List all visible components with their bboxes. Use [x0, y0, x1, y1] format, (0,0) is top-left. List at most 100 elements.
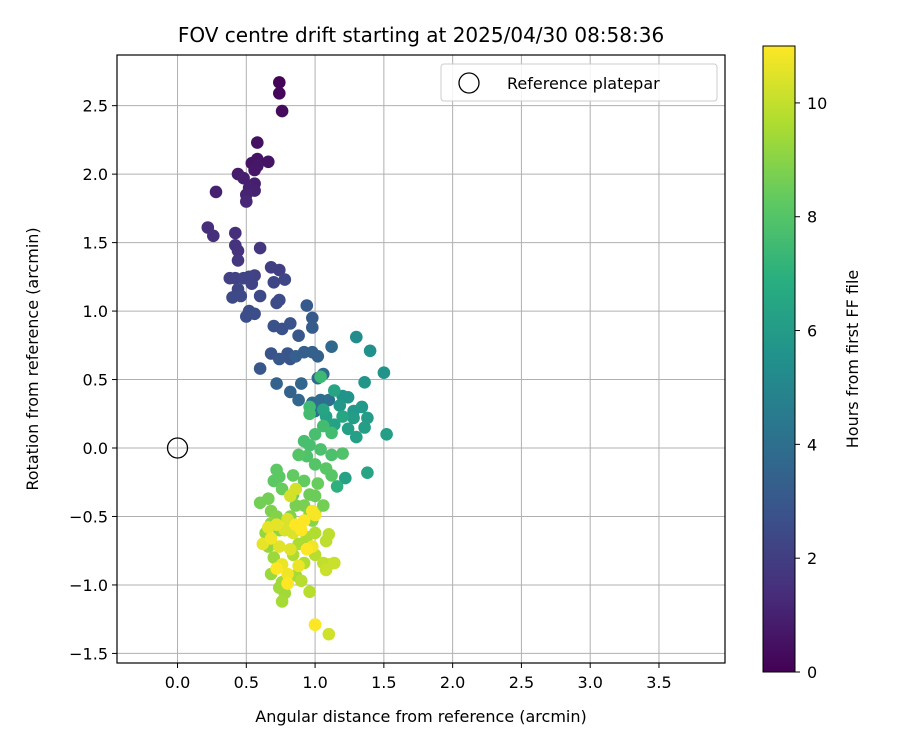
plot-frame [116, 54, 726, 664]
scatter-point [278, 273, 292, 286]
scatter-point [295, 377, 308, 390]
y-tick-label: −1.0 [69, 576, 108, 595]
scatter-point [308, 526, 322, 540]
scatter-point [267, 551, 281, 564]
scatter-point [284, 317, 297, 330]
scatter-point [267, 276, 281, 289]
y-tick-label: 0.0 [83, 439, 108, 458]
scatter-point [273, 87, 286, 100]
scatter-point [253, 241, 267, 255]
scatter-point [336, 447, 349, 460]
scatter-point [330, 480, 344, 493]
scatter-point [281, 567, 294, 581]
scatter-point [325, 426, 338, 440]
x-tick-label: 2.5 [509, 673, 534, 692]
scatter-point [275, 595, 289, 608]
x-tick-label: 2.0 [440, 673, 465, 692]
y-tick-label: 2.0 [83, 165, 108, 184]
scatter-point [322, 528, 336, 541]
scatter-point [303, 585, 316, 599]
scatter-point [270, 377, 283, 390]
y-axis-label: Rotation from reference (arcmin) [23, 227, 42, 490]
scatter-point [281, 577, 294, 590]
scatter-point [273, 352, 286, 366]
scatter-point [325, 340, 338, 354]
scatter-point [295, 574, 308, 588]
colorbar-ticks: 0 2 4 6 8 10 [795, 94, 827, 682]
y-tick-label: −0.5 [69, 507, 108, 526]
scatter-point [350, 430, 363, 444]
legend-box [440, 63, 718, 102]
scatter-point [292, 448, 305, 462]
y-tick-label: 1.0 [83, 302, 108, 321]
scatter-point [314, 370, 327, 384]
scatter-point [355, 400, 369, 414]
scatter-point [253, 496, 267, 510]
scatter-point [325, 469, 338, 482]
legend: Reference platepar [440, 63, 718, 102]
scatter-point [322, 393, 336, 407]
reference-platepar-marker [166, 437, 189, 459]
scatter-point [250, 159, 264, 173]
data-points [201, 76, 393, 641]
scatter-point [339, 471, 352, 485]
colorbar-tick-label: 10 [807, 94, 827, 113]
y-tick-label: 2.5 [83, 97, 108, 116]
scatter-point [273, 540, 286, 553]
colorbar-tick-label: 2 [807, 549, 817, 568]
scatter-point [237, 171, 250, 185]
colorbar: 0 2 4 6 8 10 Hours from first FF file [762, 45, 862, 682]
scatter-point [253, 289, 267, 303]
scatter-point [300, 299, 314, 312]
scatter-point [333, 399, 347, 412]
scatter-point [361, 466, 374, 480]
colorbar-tick-label: 4 [807, 435, 817, 454]
scatter-point [284, 385, 297, 399]
x-tick-label: 0.5 [234, 673, 259, 692]
y-axis-ticks: −1.5 −1.0 −0.5 0.0 0.5 1.0 1.5 2.0 2.5 [69, 97, 117, 663]
scatter-point [306, 311, 319, 325]
grid-lines [117, 55, 725, 663]
scatter-point [358, 421, 371, 434]
x-tick-label: 1.0 [302, 673, 327, 692]
y-tick-label: 0.5 [83, 371, 108, 390]
scatter-point [350, 330, 363, 344]
scatter-point [322, 627, 336, 641]
scatter-point [361, 411, 374, 425]
x-tick-label: 3.5 [646, 673, 671, 692]
chart-title: FOV centre drift starting at 2025/04/30 … [178, 23, 664, 47]
scatter-point [341, 422, 355, 436]
scatter-point [207, 229, 220, 243]
x-axis-ticks: 0.0 0.5 1.0 1.5 2.0 2.5 3.0 3.5 [165, 663, 672, 692]
reference-marker [166, 437, 189, 459]
x-tick-label: 3.0 [577, 673, 602, 692]
scatter-point [264, 532, 278, 545]
scatter-point [380, 428, 393, 441]
scatter-point [253, 362, 267, 375]
scatter-point [325, 448, 338, 462]
scatter-point [240, 195, 253, 208]
scatter-point [284, 543, 297, 556]
scatter-point [286, 469, 300, 482]
scatter-point [297, 514, 311, 527]
scatter-point [209, 185, 223, 199]
scatter-point [336, 410, 349, 423]
scatter-point [292, 329, 305, 343]
scatter-point [328, 384, 341, 397]
scatter-point [308, 489, 322, 503]
scatter-point [308, 428, 322, 441]
scatter-point [297, 474, 311, 488]
scatter-point [303, 407, 316, 421]
scatter-point [341, 391, 355, 404]
scatter-point [319, 563, 333, 577]
scatter-point [311, 350, 325, 363]
scatter-point [248, 307, 261, 321]
scatter-point [262, 155, 275, 169]
colorbar-tick-label: 6 [807, 322, 817, 341]
scatter-point [363, 344, 377, 358]
colorbar-tick-label: 8 [807, 208, 817, 227]
scatter-point [308, 458, 322, 471]
scatter-point [347, 411, 360, 425]
scatter-point [267, 474, 281, 488]
